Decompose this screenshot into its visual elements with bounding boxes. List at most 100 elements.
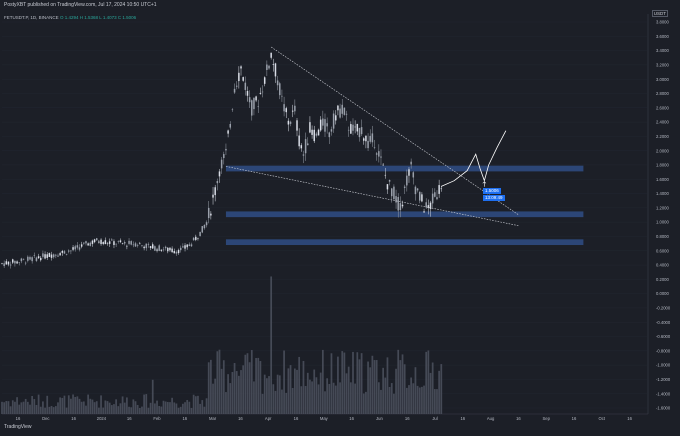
- volume-bar: [175, 403, 178, 414]
- candle-body: [388, 180, 391, 182]
- candle-body: [128, 240, 130, 244]
- x-tick-label: 16: [182, 416, 187, 421]
- volume-bar: [416, 385, 419, 414]
- candle-body: [309, 122, 311, 133]
- volume-bar: [210, 359, 212, 414]
- candle-body: [147, 244, 150, 245]
- candle-body: [268, 65, 270, 69]
- candle-body: [7, 261, 10, 265]
- candle-body: [304, 139, 307, 154]
- candle-body: [223, 154, 225, 159]
- candle-body: [27, 256, 29, 261]
- candle-body: [55, 254, 57, 256]
- volume-bar: [309, 379, 311, 414]
- volume-bar: [302, 360, 305, 414]
- candle-body: [328, 132, 331, 138]
- volume-bar: [261, 393, 264, 414]
- x-tick-label: 2024: [97, 416, 107, 421]
- volume-bar: [291, 387, 294, 414]
- candle-body: [63, 251, 66, 254]
- volume-bar: [328, 383, 331, 414]
- x-tick-label: 16: [127, 416, 132, 421]
- candle-body: [214, 187, 216, 196]
- volume-bar: [162, 400, 165, 414]
- volume-bar: [253, 381, 255, 414]
- candle-body: [40, 257, 42, 261]
- candle-body: [199, 231, 201, 237]
- candle-body: [220, 159, 223, 169]
- candle-body: [72, 247, 74, 250]
- candle-body: [179, 247, 182, 251]
- candle-body: [134, 243, 137, 247]
- candle-body: [233, 88, 236, 93]
- volume-bar: [414, 367, 417, 414]
- volume-bar: [289, 365, 292, 414]
- volume-bar: [395, 368, 397, 414]
- volume-bar: [345, 373, 348, 414]
- candle-body: [108, 241, 111, 244]
- y-tick-label: 2.6000: [656, 105, 669, 110]
- currency-unit[interactable]: USDT: [651, 10, 668, 17]
- volume-bar: [242, 365, 245, 414]
- wedge-trendline: [225, 166, 519, 227]
- candle-body: [360, 127, 363, 135]
- volume-bar: [382, 367, 385, 414]
- volume-bar: [233, 363, 236, 414]
- volume-bar: [229, 383, 232, 414]
- candle-body: [9, 264, 12, 266]
- y-tick-label: 1.6000: [656, 177, 669, 182]
- volume-bar: [186, 399, 189, 414]
- volume-bar: [177, 407, 180, 414]
- candle-body: [29, 257, 31, 260]
- candle-body: [227, 130, 229, 134]
- volume-bar: [113, 404, 115, 414]
- volume-bar: [82, 401, 85, 414]
- candle-body: [281, 95, 283, 97]
- candle-body: [380, 156, 382, 158]
- candle-body: [177, 250, 180, 254]
- candle-body: [322, 118, 324, 126]
- candle-body: [319, 119, 322, 131]
- volume-bar: [408, 385, 410, 414]
- candle-body: [113, 241, 115, 245]
- volume-bar: [365, 391, 367, 414]
- volume-bar: [5, 401, 8, 414]
- volume-bar: [72, 394, 74, 414]
- y-tick-label: 3.4000: [656, 48, 669, 53]
- tradingview-logo[interactable]: TradingView: [4, 424, 32, 430]
- candle-body: [119, 240, 122, 243]
- volume-bar: [410, 377, 412, 414]
- candle-body: [225, 148, 227, 151]
- candle-body: [158, 245, 160, 251]
- volume-bar: [100, 395, 102, 414]
- candle-body: [212, 194, 214, 198]
- volume-bar: [337, 356, 339, 414]
- volume-bar: [339, 382, 341, 414]
- candle-body: [369, 135, 371, 142]
- volume-bar: [393, 393, 395, 414]
- candle-body: [285, 108, 287, 113]
- volume-bar: [231, 372, 234, 414]
- candle-body: [192, 237, 195, 241]
- candle-body: [410, 161, 412, 165]
- volume-bar: [397, 349, 400, 414]
- candle-body: [44, 254, 46, 259]
- volume-bar: [169, 402, 171, 414]
- y-tick-label: 0.6000: [656, 248, 669, 253]
- volume-bar: [121, 396, 124, 414]
- volume-bar: [274, 390, 277, 414]
- candle-body: [244, 82, 247, 90]
- volume-bar: [371, 355, 374, 414]
- symbol-label[interactable]: FETUSDT.P, 1D, BINANCE O 1.4294 H 1.5368…: [4, 15, 136, 20]
- candle-body: [425, 202, 427, 208]
- volume-bar: [61, 397, 64, 414]
- candle-body: [347, 129, 350, 131]
- volume-bar: [304, 386, 307, 414]
- volume-bar: [265, 378, 268, 414]
- x-tick-label: 16: [405, 416, 410, 421]
- candle-body: [160, 249, 163, 251]
- candle-body: [358, 127, 361, 138]
- candle-body: [393, 186, 395, 200]
- volume-bar: [74, 396, 77, 414]
